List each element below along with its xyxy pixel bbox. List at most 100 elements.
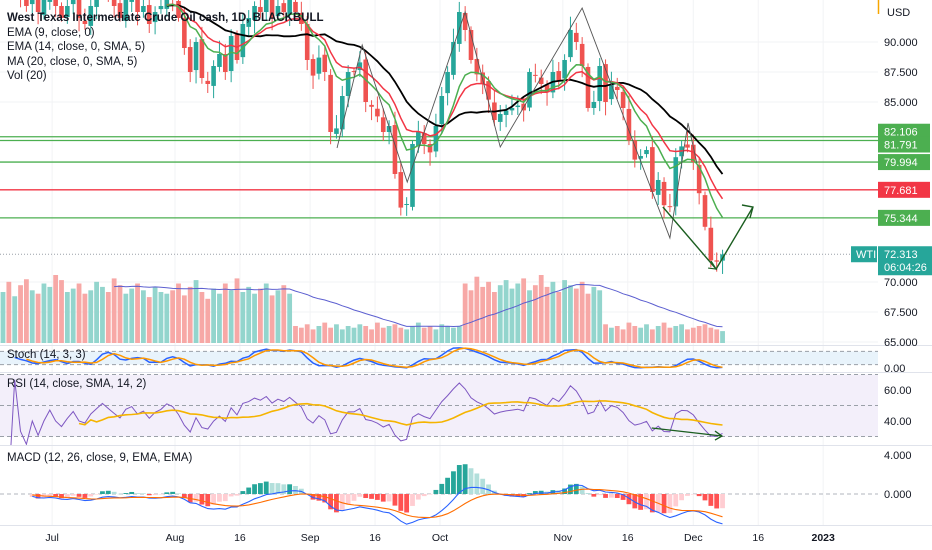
level-price-label: 75.344: [884, 213, 918, 225]
candle: [88, 0, 94, 35]
volume-bar: [702, 324, 708, 343]
macd-histogram-bar: [269, 483, 275, 494]
candle: [380, 108, 386, 141]
macd-histogram-bar: [193, 494, 199, 502]
macd-histogram-bar: [129, 491, 135, 494]
candle: [316, 45, 322, 80]
price-tick-label: 67.500: [884, 307, 918, 319]
zigzag-trend-drawing[interactable]: [336, 7, 698, 240]
volume-bar: [217, 293, 222, 343]
candle: [486, 76, 491, 113]
volume-bar: [310, 329, 316, 343]
candle: [310, 54, 316, 89]
time-axis[interactable]: Jul Aug 16 Sep 16 Oct Nov 16 Dec 16 2023: [45, 532, 835, 544]
macd-label[interactable]: MACD (12, 26, close, 9, EMA, EMA): [7, 452, 193, 464]
indicator-ema14-label[interactable]: EMA (14, close, 0, SMA, 5): [7, 41, 146, 53]
price-axis[interactable]: USD 90.000 87.500 85.000 70.000 67.500 65.000 0…: [851, 7, 932, 501]
candle-body: [88, 6, 94, 26]
volume-bar: [123, 293, 129, 343]
level-price-label: 79.994: [884, 157, 918, 169]
macd-histogram-bar: [474, 473, 480, 494]
level-price-badge: [878, 154, 930, 171]
volume-bar: [439, 324, 445, 343]
candle: [614, 77, 620, 99]
candle-body: [152, 12, 158, 23]
indicator-ema9-label[interactable]: EMA (9, close, 0): [7, 26, 95, 39]
stoch-pane[interactable]: [0, 347, 878, 369]
candle-body: [404, 204, 409, 205]
candle-body: [661, 181, 667, 206]
volume-bar: [527, 290, 532, 343]
macd-histogram-bar: [620, 494, 626, 500]
volume-bar: [18, 285, 23, 343]
volume-bar: [129, 288, 135, 343]
volume-bar: [644, 324, 649, 343]
volume-bar: [199, 292, 205, 343]
candle: [228, 29, 234, 83]
candle-body: [357, 62, 363, 71]
candle: [550, 59, 556, 99]
macd-histogram-bar: [404, 494, 410, 513]
volume-bar: [181, 295, 187, 343]
ema9-line: [166, 3, 724, 218]
macd-histogram-bar: [562, 488, 567, 494]
candle: [176, 0, 181, 22]
macd-histogram-bar: [649, 494, 655, 513]
macd-histogram-bar: [170, 491, 176, 494]
candle-body: [427, 144, 433, 153]
volume-bar: [544, 286, 550, 343]
macd-histogram-bar: [439, 483, 445, 494]
candle: [568, 16, 573, 62]
volume-bar: [462, 283, 468, 343]
projection-arrow-drawing[interactable]: [662, 206, 754, 271]
volume-bar: [649, 329, 655, 343]
candle-body: [351, 71, 357, 73]
macd-histogram-bar: [217, 494, 222, 502]
candle-body: [123, 0, 129, 21]
volume-bar: [82, 293, 88, 343]
candle-body: [304, 24, 310, 60]
candle-body: [205, 80, 211, 84]
volume-bar: [410, 326, 415, 343]
candle-body: [76, 0, 82, 19]
volume-bar: [632, 326, 638, 343]
indicator-ma20-label[interactable]: MA (20, close, 0, SMA, 5): [7, 55, 138, 68]
time-tick-label: 16: [234, 532, 246, 544]
candle: [638, 149, 643, 170]
macd-pane[interactable]: [0, 464, 878, 525]
price-pane[interactable]: [0, 0, 878, 343]
candle: [111, 0, 117, 18]
macd-histogram-bar: [240, 491, 246, 494]
candle-body: [386, 126, 392, 132]
candle-body: [53, 0, 58, 7]
macd-histogram-bar: [614, 494, 620, 498]
volume-bar: [29, 290, 35, 343]
volume-bar: [486, 281, 491, 343]
candle: [597, 58, 602, 112]
macd-histogram-bar: [263, 481, 269, 494]
volume-bar: [193, 280, 199, 343]
indicator-volume-label[interactable]: Vol (20): [7, 70, 47, 82]
rsi-pane[interactable]: [0, 374, 878, 484]
candle: [24, 0, 29, 12]
candle: [655, 172, 661, 205]
stoch-label[interactable]: Stoch (14, 3, 3): [7, 349, 86, 361]
volume-bar: [258, 288, 263, 343]
rsi-divergence-arrow[interactable]: [651, 427, 723, 437]
macd-histogram-bar: [88, 494, 94, 497]
candle-body: [462, 12, 468, 31]
volume-bar: [59, 280, 64, 343]
macd-histogram-bar: [509, 494, 515, 497]
volume-ma-line: [114, 283, 723, 328]
candle: [158, 0, 164, 14]
candle: [661, 177, 667, 219]
rsi-label[interactable]: RSI (14, close, SMA, 14, 2): [7, 378, 147, 390]
candle: [20, 0, 22, 8]
symbol-badge: [851, 246, 877, 263]
candle-body: [340, 96, 345, 130]
macd-histogram-bar: [433, 489, 439, 494]
symbol-title[interactable]: West Texas Intermediate Crude Oil cash, …: [7, 12, 324, 24]
macd-histogram-bar: [59, 494, 64, 499]
volume-bar: [573, 288, 579, 343]
